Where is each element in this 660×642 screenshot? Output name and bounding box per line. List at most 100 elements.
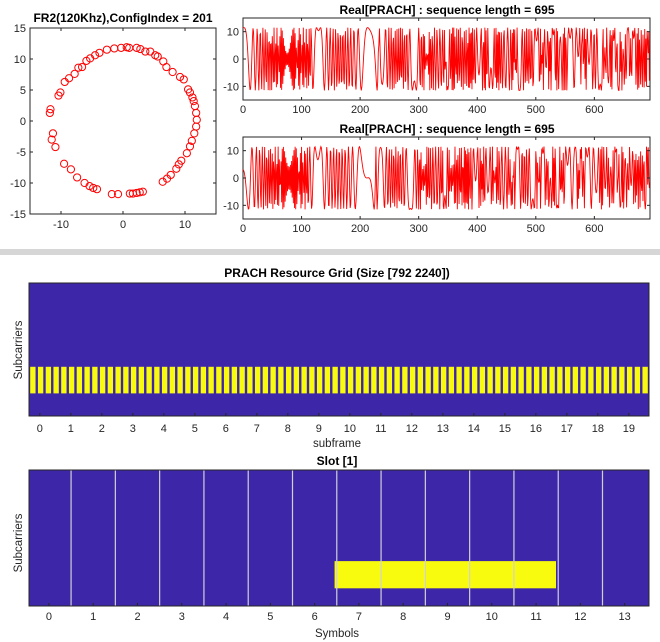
resource-grid-xtick-label: 6 [223, 423, 229, 435]
scatter-xtick-label: 0 [120, 219, 126, 231]
scatter-point [46, 105, 55, 114]
resource-grid-xtick-label: 5 [192, 423, 198, 435]
scatter-point [60, 159, 69, 168]
resource-grid-active-block [76, 366, 83, 394]
slot-xtick-label: 1 [90, 611, 96, 623]
scatter-point [172, 164, 181, 173]
resource-grid-frame [28, 282, 650, 417]
scatter-point [168, 67, 177, 77]
resource-grid-active-block [448, 366, 455, 394]
resource-grid-active-block [92, 366, 98, 394]
scatter-ytick-label: 10 [14, 54, 26, 66]
slot-xtick-label: 8 [400, 611, 406, 623]
resource-grid-active-block [45, 366, 52, 394]
sequence-ytick-label: 10 [227, 27, 239, 39]
resource-grid-xtick-label: 0 [37, 423, 43, 435]
scatter-xtick-label: 10 [179, 219, 191, 231]
scatter-point [138, 187, 147, 196]
resource-grid-active-block [130, 366, 137, 394]
resource-grid-ylabel: Subcarriers [13, 320, 25, 379]
slot-xtick-label: 12 [574, 611, 586, 623]
resource-grid-active-block [293, 366, 300, 394]
resource-grid-active-block [603, 366, 610, 394]
resource-grid-active-block [541, 366, 548, 394]
sequence-ytick-label: -10 [223, 200, 239, 212]
resource-grid-active-block [30, 366, 36, 394]
scatter-point [182, 149, 191, 158]
resource-grid-active-block [549, 366, 555, 394]
resource-grid-active-block [340, 366, 346, 394]
resource-grid-xtick-label: 19 [623, 423, 635, 435]
scatter-ytick-label: -5 [16, 147, 26, 159]
sequence-ytick-label: -10 [223, 81, 239, 93]
scatter-point [73, 173, 82, 182]
resource-grid-active-block [402, 366, 408, 394]
resource-grid-active-block [572, 366, 579, 394]
slot-xlabel: Symbols [315, 628, 359, 640]
scatter-ytick-label: 0 [20, 116, 26, 128]
scatter-point [74, 63, 83, 72]
resource-grid-xtick-label: 7 [254, 423, 260, 435]
resource-grid-area [29, 283, 649, 416]
scatter-plot-area [29, 27, 217, 215]
resource-grid-xtick-label: 2 [99, 423, 105, 435]
resource-grid-active-block [634, 366, 641, 394]
scatter-point [70, 69, 79, 78]
scatter-point [48, 129, 58, 138]
resource-grid-active-block [588, 366, 594, 394]
resource-grid-active-block [619, 366, 625, 394]
sequence-ytick-label: 0 [233, 54, 239, 66]
scatter-point [56, 88, 65, 97]
resource-grid-active-block [37, 366, 44, 394]
scatter-point [188, 93, 197, 102]
sequence-line [243, 27, 650, 92]
scatter-ytick-label: -15 [10, 209, 26, 221]
resource-grid-active-block [53, 366, 59, 394]
resource-grid-xtick-label: 12 [406, 423, 418, 435]
sequence-xtick-label: 600 [585, 223, 603, 235]
resource-grid-active-block [216, 366, 222, 394]
resource-grid-active-block [309, 366, 315, 394]
scatter-point [189, 97, 198, 106]
scatter-point [136, 44, 145, 54]
resource-grid-active-block [84, 366, 90, 394]
resource-grid-active-block [161, 366, 168, 394]
sequence-xtick-label: 500 [527, 223, 545, 235]
resource-grid-active-block [99, 366, 106, 394]
resource-grid-active-block [355, 366, 362, 394]
sequence-plot-top: Real[PRACH] : sequence length = 695 0 100… [223, 3, 651, 116]
resource-grid-xtick-label: 13 [437, 423, 449, 435]
resource-grid-active-block [409, 366, 416, 394]
scatter-point [113, 190, 123, 199]
resource-grid-active-block [231, 366, 238, 394]
scatter-point [128, 189, 138, 198]
resource-grid-active-block [146, 366, 152, 394]
slot-ylabel: Subcarriers [13, 513, 25, 572]
resource-grid-active-block [518, 366, 524, 394]
sequence-xtick-label: 600 [585, 104, 603, 116]
scatter-point [179, 75, 188, 84]
resource-grid-active-block [626, 366, 633, 394]
resource-grid-active-block [510, 366, 517, 394]
sequence-xtick-label: 300 [410, 104, 428, 116]
scatter-ytick-label: 15 [14, 23, 26, 35]
sequence-xtick-label: 500 [527, 104, 545, 116]
sequence-xtick-label: 100 [292, 223, 310, 235]
scatter-point [187, 136, 196, 145]
resource-grid-active-block [316, 366, 323, 394]
sequence-xtick-label: 100 [292, 104, 310, 116]
resource-grid-active-block [169, 366, 176, 394]
scatter-point [185, 142, 195, 151]
scatter-point [153, 52, 162, 61]
resource-grid-xtick-label: 8 [285, 423, 291, 435]
sequence-plot-top-title: Real[PRACH] : sequence length = 695 [339, 3, 554, 17]
slot-xtick-label: 3 [179, 611, 185, 623]
resource-grid-active-block [495, 366, 501, 394]
slot-xtick-label: 10 [486, 611, 498, 623]
slot-xtick-label: 13 [619, 611, 631, 623]
resource-grid-active-block [363, 366, 369, 394]
resource-grid-xtick-label: 1 [68, 423, 74, 435]
resource-grid-active-block [254, 366, 261, 394]
